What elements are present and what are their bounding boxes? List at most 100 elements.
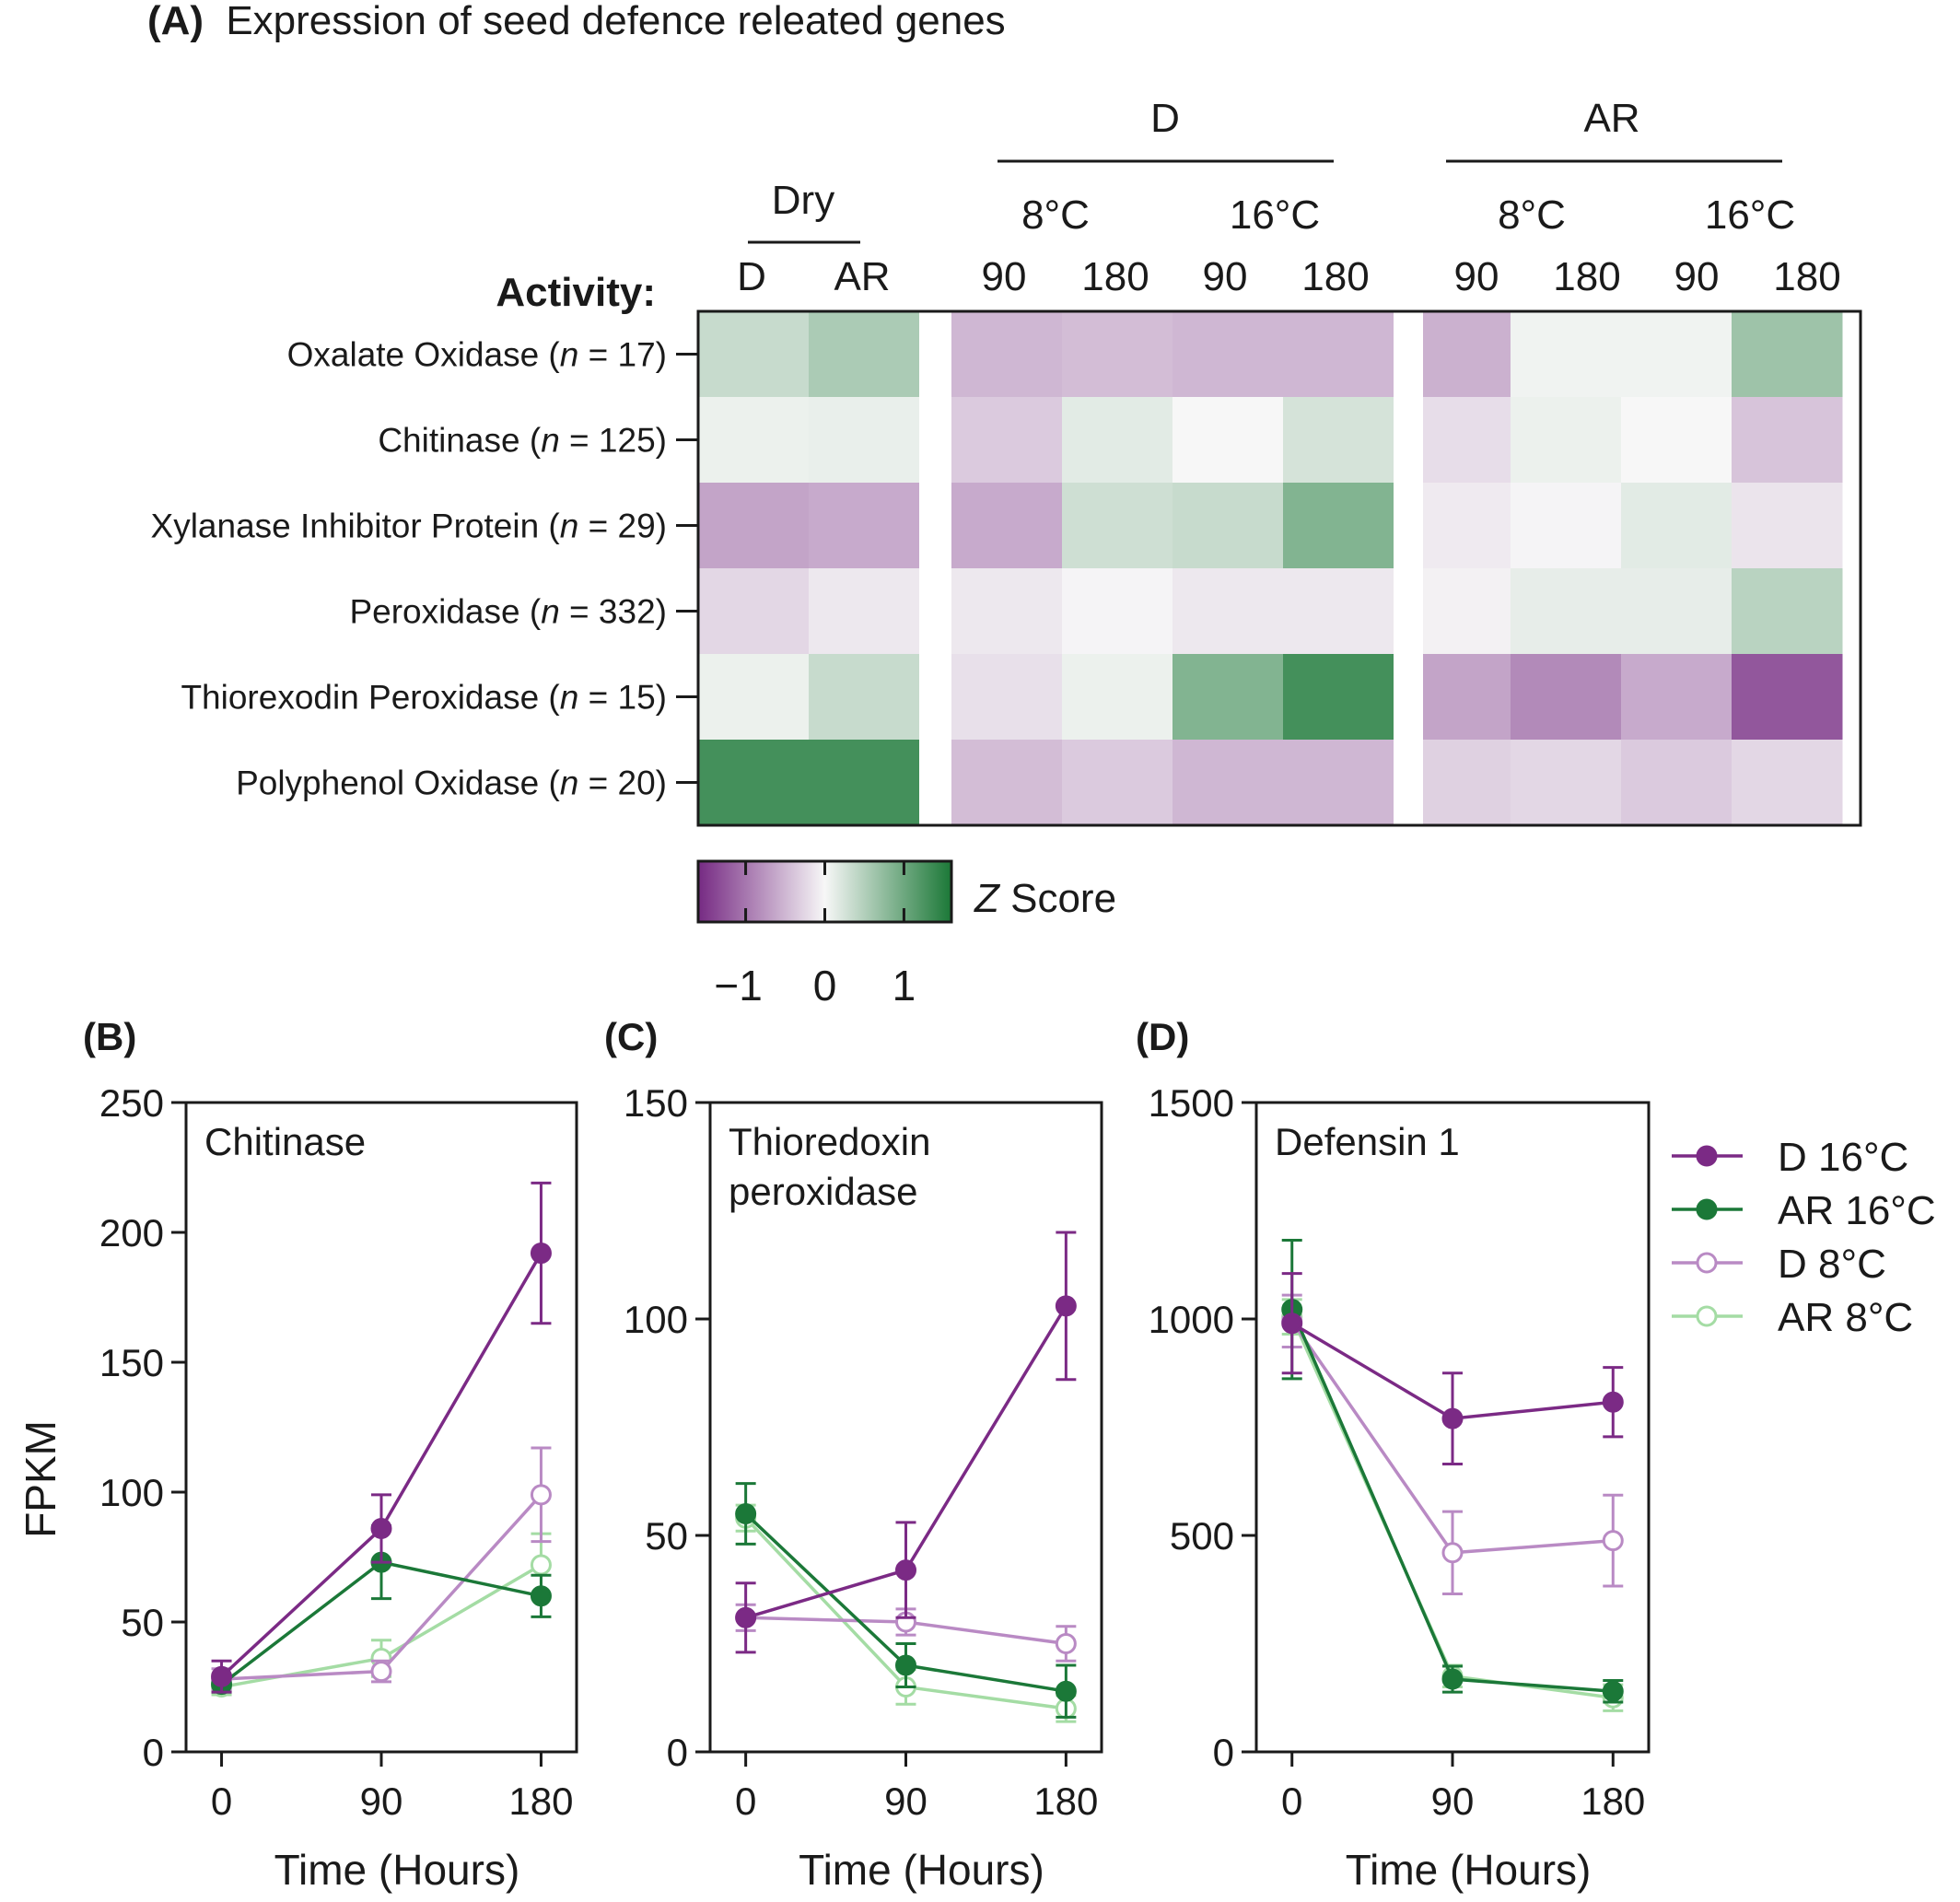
legend-marker [1696,1305,1718,1327]
heatmap-gap-dry-d [919,311,951,825]
heatmap-column-headers: Dry D AR D 8°C 16°C 90 180 90 180 AR 8°C… [496,96,1840,315]
col-ar-8c-180: 180 [1553,254,1620,299]
colorbar-label-z: Z [974,876,1001,921]
heatmap-cell [1621,568,1732,655]
series-ar-8-c [1281,1298,1624,1712]
x-tick-label: 90 [884,1779,928,1823]
y-tick-label: 50 [121,1601,164,1644]
heatmap-cell [1511,483,1622,569]
x-tick-label: 0 [1281,1779,1302,1823]
x-tick-label: 0 [735,1779,756,1823]
panel-b-letter: (B) [83,1015,136,1058]
data-point [211,1665,233,1687]
panel-c-thioredoxin: 0 50 100 150 0 90 180 Time (Hours) Thioredoxin pe… [624,1081,1103,1894]
col-d-8c-180: 180 [1081,254,1149,299]
row-label-name: Chitinase ( [378,422,542,460]
subgroup-d-8c: 8°C [1021,193,1090,238]
y-tick-label: 0 [1213,1731,1234,1774]
x-tick-label: 90 [360,1779,403,1823]
legend-marker [1696,1252,1718,1274]
heatmap-cell [1172,483,1284,569]
y-tick-label: 150 [99,1341,164,1384]
data-point [735,1606,757,1628]
row-label-n: n [560,679,579,717]
heatmap-cell [1172,568,1284,655]
legend-label: AR 8°C [1778,1295,1913,1340]
panel-d-letter: (D) [1136,1015,1189,1058]
heatmap-cell [1172,311,1284,398]
heatmap-cell [1283,311,1394,398]
heatmap-cell [1283,397,1394,484]
colorbar-ticks: −1 0 1 [714,861,916,1009]
data-point [1441,1542,1464,1564]
col-ar-16c-90: 90 [1674,254,1720,299]
subgroup-ar-16c: 16°C [1705,193,1795,238]
row-label-name: Peroxidase ( [349,593,541,631]
heatmap-cell [951,654,1063,741]
row-label: Thiorexodin Peroxidase (n = 15) [181,679,667,717]
col-dry-d: D [737,254,766,299]
row-label-name: Polyphenol Oxidase ( [236,764,560,802]
y-tick-label: 1500 [1149,1081,1234,1125]
panel-c-letter: (C) [604,1015,658,1058]
heatmap-cell [1172,397,1284,484]
row-label: Xylanase Inhibitor Protein (n = 29) [151,508,667,545]
group-label-d: D [1150,96,1180,141]
heatmap-cell [1511,568,1622,655]
heatmap-cell [698,311,810,398]
series-d-16-c [1281,1272,1624,1465]
chart-title-line2: peroxidase [729,1170,917,1213]
data-point [530,1484,552,1506]
group-label-ar: AR [1583,96,1639,141]
heatmap-cell [1062,483,1173,569]
series-d-16-c [211,1181,552,1694]
heatmap-cell [1283,568,1394,655]
heatmap-cell [1283,740,1394,826]
data-point [530,1585,552,1607]
row-label-count: = 125) [560,422,667,460]
row-label-count: = 332) [560,593,667,631]
heatmap-frame [696,309,1862,827]
heatmap-cell [951,568,1063,655]
heatmap-cell [1172,654,1284,741]
heatmap-cell [1062,311,1173,398]
heatmap-cell [951,397,1063,484]
col-ar-8c-90: 90 [1454,254,1499,299]
heatmap-cell [951,740,1063,826]
heatmap-cell [951,483,1063,569]
chart-title: Chitinase [204,1120,366,1163]
y-tick-label: 0 [667,1731,688,1774]
heatmap-cell [1621,740,1732,826]
heatmap-cell [1621,654,1732,741]
col-dry-ar: AR [834,254,890,299]
heatmap-title-letter: (A) [147,0,204,43]
y-tick-label: 500 [1170,1514,1234,1558]
x-tick-label: 180 [1033,1779,1098,1823]
data-point [1602,1680,1624,1702]
heatmap-cell [1511,654,1622,741]
heatmap-cell [1621,397,1732,484]
heatmap-cell [809,311,920,398]
y-tick-label: 50 [645,1514,688,1558]
row-label-n: n [541,422,560,460]
col-d-16c-180: 180 [1301,254,1369,299]
y-tick-label: 100 [624,1298,688,1341]
heatmap-cell [1732,740,1843,826]
y-tick-label: 150 [624,1081,688,1125]
row-label: Chitinase (n = 125) [378,422,667,460]
heatmap-cell [1511,397,1622,484]
y-tick-label: 250 [99,1081,164,1125]
panel-b-chitinase: 0 50 100 150 200 250 0 90 180 Time (Hours) FPKM Chi… [17,1081,578,1894]
series-d-16-c [735,1231,1077,1654]
row-label-count: = 17) [578,336,667,374]
x-axis-label: Time (Hours) [1346,1846,1592,1894]
col-d-8c-90: 90 [982,254,1027,299]
legend: D 16°C AR 16°C D 8°C AR 8°C [1672,1135,1936,1340]
series-ar-16-c [1281,1238,1624,1704]
colorbar-label-score: Score [999,876,1116,921]
col-d-16c-90: 90 [1203,254,1248,299]
data-point [1441,1668,1464,1690]
row-label-n: n [560,764,579,802]
chart-title: Thioredoxin [729,1120,930,1163]
heatmap-cell [698,483,810,569]
